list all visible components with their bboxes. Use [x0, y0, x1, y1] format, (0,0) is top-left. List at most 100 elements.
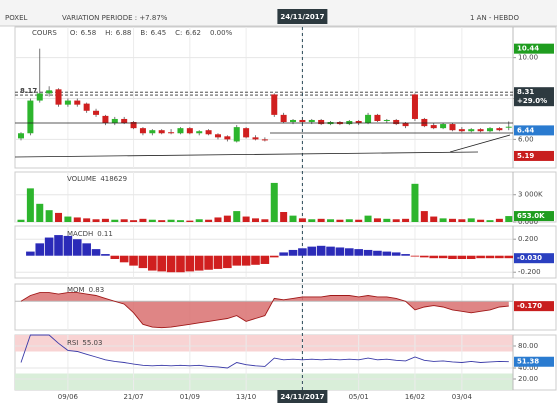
macdh-bar [185, 255, 195, 272]
macdh-bar [63, 235, 73, 256]
volume-bar [280, 212, 288, 222]
macdh-bar [101, 254, 110, 256]
macdh-bar [391, 252, 401, 256]
volume-bar [402, 218, 410, 222]
macdh-bar [204, 255, 213, 270]
indicator-name: VOLUME [67, 175, 96, 183]
macdh-bar [223, 255, 232, 269]
candle-body [402, 123, 409, 127]
legend-change: 0.00% [210, 29, 233, 37]
volume-bar [36, 203, 44, 222]
macdh-bar [401, 254, 410, 256]
trend-line [449, 134, 511, 153]
volume-bar [289, 215, 297, 222]
value-box [514, 150, 554, 161]
volume-bar [242, 216, 250, 222]
x-tick-label: 03/04 [452, 393, 473, 401]
macdh-bar [110, 255, 120, 260]
volume-bar [261, 219, 269, 222]
value-box [514, 43, 554, 54]
indicator-value: 55.03 [82, 339, 102, 347]
candle-body [93, 110, 100, 115]
y-tick-label: 40.00 [518, 364, 538, 372]
candle-body [243, 128, 250, 138]
macdh-bar [166, 255, 176, 273]
volume-bar [139, 218, 147, 222]
trend-line [14, 151, 479, 158]
value-box [514, 87, 554, 107]
candle-body [355, 121, 362, 124]
macdh-bar [176, 255, 185, 273]
candle-body [111, 118, 118, 124]
macdh-bar [307, 246, 317, 256]
indicator-value: 418629 [100, 175, 127, 183]
cursor-box [277, 9, 328, 24]
candle-body [421, 118, 428, 127]
macdh-bar [148, 255, 157, 271]
value-box-label: 5.19 [517, 152, 534, 160]
x-tick-label: 24/11/2017 [280, 393, 324, 401]
volume-bar [458, 219, 466, 222]
candle-body [149, 130, 156, 134]
candle-body [505, 126, 512, 128]
macdh-bar [35, 243, 45, 256]
macdh-bar [382, 251, 392, 256]
indicator-name: MOM [67, 286, 85, 294]
candle-body [261, 139, 268, 141]
candle-body [468, 129, 475, 132]
candle-body [477, 129, 484, 132]
candle-body [365, 114, 372, 124]
volume-bar [486, 220, 494, 222]
macdh-bar [157, 255, 166, 272]
legend-label: C: [175, 29, 182, 37]
volume-bar [167, 219, 175, 222]
panel-frame [14, 225, 557, 279]
macdh-bar [410, 255, 420, 257]
volume-bar [111, 219, 119, 222]
mom-line [20, 292, 509, 329]
y-tick-label: 6.00 [518, 135, 534, 143]
indicator-name: RSI [67, 339, 78, 347]
legend-value: 6.62 [185, 29, 201, 37]
macdh-bar [54, 235, 63, 256]
volume-bar [55, 212, 63, 222]
candle-body [46, 90, 53, 94]
x-tick-label: 16/02 [405, 393, 425, 401]
volume-bar [430, 216, 438, 222]
macdh-bar [420, 255, 429, 258]
candle-body [393, 119, 400, 125]
macdh-bar [119, 255, 129, 263]
macdh-bar [373, 250, 382, 256]
macdh-bar [457, 255, 467, 260]
macdh-bar [326, 246, 335, 256]
value-box [514, 356, 554, 367]
candle-body [374, 114, 381, 121]
legend-value: 6.88 [116, 29, 132, 37]
volume-bar [364, 215, 372, 222]
candle-body [64, 100, 71, 105]
value-box [514, 125, 554, 136]
candle-body [139, 128, 146, 134]
level-label: 8.17 [20, 87, 37, 95]
volume-bar [17, 219, 25, 222]
candle-body [83, 103, 90, 111]
candle-body [308, 119, 315, 123]
legend-value: 6.45 [151, 29, 167, 37]
macdh-bar [82, 243, 91, 256]
candle-body [55, 89, 62, 105]
y-tick-label: 20.00 [518, 375, 538, 383]
macdh-bar [466, 255, 476, 260]
variation: VARIATION PERIODE : +7.87% [62, 14, 168, 22]
value-box-change: +29.0% [517, 97, 547, 105]
volume-bar [327, 219, 335, 222]
candle-body [18, 133, 24, 139]
candle-body [158, 130, 165, 134]
volume-bar [186, 220, 194, 222]
macdh-bar [251, 255, 260, 265]
volume-bar [64, 216, 72, 222]
candle-body [383, 119, 390, 121]
volume-bar [252, 218, 259, 222]
volume-bar [223, 215, 231, 222]
candle-body [346, 121, 353, 125]
volume-bar [270, 182, 278, 222]
